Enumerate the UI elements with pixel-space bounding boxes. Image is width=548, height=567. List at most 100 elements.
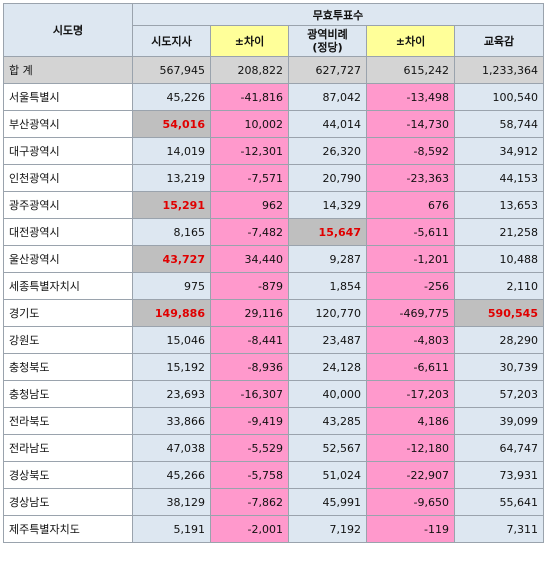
proportional-cell[interactable]: 23,487 [288, 326, 367, 354]
proportional-cell[interactable]: 1,854 [288, 272, 367, 300]
superintendent-cell[interactable]: 57,203 [454, 380, 544, 408]
diff-2-cell[interactable]: -9,650 [366, 488, 455, 516]
proportional-cell[interactable]: 9,287 [288, 245, 367, 273]
governor-cell[interactable]: 975 [132, 272, 211, 300]
superintendent-cell[interactable]: 10,488 [454, 245, 544, 273]
superintendent-cell[interactable]: 1,233,364 [454, 56, 544, 84]
governor-cell[interactable]: 33,866 [132, 407, 211, 435]
header-region[interactable]: 시도명 [3, 3, 133, 57]
proportional-cell[interactable]: 14,329 [288, 191, 367, 219]
region-name-cell[interactable]: 부산광역시 [3, 110, 133, 138]
superintendent-cell[interactable]: 21,258 [454, 218, 544, 246]
diff-2-cell[interactable]: -6,611 [366, 353, 455, 381]
superintendent-cell[interactable]: 34,912 [454, 137, 544, 165]
proportional-cell[interactable]: 20,790 [288, 164, 367, 192]
header-diff-1[interactable]: ±차이 [210, 25, 289, 57]
governor-cell[interactable]: 23,693 [132, 380, 211, 408]
region-name-cell[interactable]: 인천광역시 [3, 164, 133, 192]
diff-2-cell[interactable]: 615,242 [366, 56, 455, 84]
region-name-cell[interactable]: 경상북도 [3, 461, 133, 489]
governor-cell[interactable]: 45,266 [132, 461, 211, 489]
diff-2-cell[interactable]: -17,203 [366, 380, 455, 408]
superintendent-cell[interactable]: 64,747 [454, 434, 544, 462]
superintendent-cell[interactable]: 100,540 [454, 83, 544, 111]
governor-cell[interactable]: 15,046 [132, 326, 211, 354]
diff-2-cell[interactable]: -4,803 [366, 326, 455, 354]
superintendent-cell[interactable]: 44,153 [454, 164, 544, 192]
diff-2-cell[interactable]: 676 [366, 191, 455, 219]
superintendent-cell[interactable]: 58,744 [454, 110, 544, 138]
header-proportional[interactable]: 광역비례 (정당) [288, 25, 367, 57]
governor-cell[interactable]: 45,226 [132, 83, 211, 111]
governor-cell[interactable]: 47,038 [132, 434, 211, 462]
proportional-cell[interactable]: 43,285 [288, 407, 367, 435]
diff-1-cell[interactable]: 10,002 [210, 110, 289, 138]
diff-1-cell[interactable]: 208,822 [210, 56, 289, 84]
governor-cell[interactable]: 13,219 [132, 164, 211, 192]
header-invalid-votes[interactable]: 무효투표수 [132, 3, 544, 26]
diff-1-cell[interactable]: 34,440 [210, 245, 289, 273]
governor-cell[interactable]: 54,016 [132, 110, 211, 138]
governor-cell[interactable]: 149,886 [132, 299, 211, 327]
governor-cell[interactable]: 38,129 [132, 488, 211, 516]
region-name-cell[interactable]: 합 계 [3, 56, 133, 84]
superintendent-cell[interactable]: 28,290 [454, 326, 544, 354]
superintendent-cell[interactable]: 73,931 [454, 461, 544, 489]
superintendent-cell[interactable]: 55,641 [454, 488, 544, 516]
diff-1-cell[interactable]: -7,862 [210, 488, 289, 516]
diff-1-cell[interactable]: -41,816 [210, 83, 289, 111]
region-name-cell[interactable]: 대전광역시 [3, 218, 133, 246]
proportional-cell[interactable]: 24,128 [288, 353, 367, 381]
region-name-cell[interactable]: 전라남도 [3, 434, 133, 462]
superintendent-cell[interactable]: 7,311 [454, 515, 544, 543]
region-name-cell[interactable]: 울산광역시 [3, 245, 133, 273]
region-name-cell[interactable]: 제주특별자치도 [3, 515, 133, 543]
diff-2-cell[interactable]: -8,592 [366, 137, 455, 165]
diff-1-cell[interactable]: -8,441 [210, 326, 289, 354]
governor-cell[interactable]: 15,291 [132, 191, 211, 219]
region-name-cell[interactable]: 세종특별자치시 [3, 272, 133, 300]
diff-1-cell[interactable]: -5,529 [210, 434, 289, 462]
proportional-cell[interactable]: 45,991 [288, 488, 367, 516]
superintendent-cell[interactable]: 30,739 [454, 353, 544, 381]
region-name-cell[interactable]: 강원도 [3, 326, 133, 354]
diff-2-cell[interactable]: -469,775 [366, 299, 455, 327]
diff-1-cell[interactable]: -5,758 [210, 461, 289, 489]
proportional-cell[interactable]: 52,567 [288, 434, 367, 462]
diff-2-cell[interactable]: -1,201 [366, 245, 455, 273]
diff-1-cell[interactable]: -16,307 [210, 380, 289, 408]
diff-2-cell[interactable]: -12,180 [366, 434, 455, 462]
proportional-cell[interactable]: 87,042 [288, 83, 367, 111]
region-name-cell[interactable]: 대구광역시 [3, 137, 133, 165]
diff-2-cell[interactable]: -14,730 [366, 110, 455, 138]
proportional-cell[interactable]: 627,727 [288, 56, 367, 84]
region-name-cell[interactable]: 서울특별시 [3, 83, 133, 111]
proportional-cell[interactable]: 120,770 [288, 299, 367, 327]
header-superintendent[interactable]: 교육감 [454, 25, 544, 57]
diff-2-cell[interactable]: -23,363 [366, 164, 455, 192]
diff-2-cell[interactable]: -13,498 [366, 83, 455, 111]
governor-cell[interactable]: 5,191 [132, 515, 211, 543]
diff-1-cell[interactable]: -2,001 [210, 515, 289, 543]
proportional-cell[interactable]: 51,024 [288, 461, 367, 489]
superintendent-cell[interactable]: 13,653 [454, 191, 544, 219]
governor-cell[interactable]: 15,192 [132, 353, 211, 381]
diff-1-cell[interactable]: 962 [210, 191, 289, 219]
region-name-cell[interactable]: 전라북도 [3, 407, 133, 435]
proportional-cell[interactable]: 15,647 [288, 218, 367, 246]
region-name-cell[interactable]: 경상남도 [3, 488, 133, 516]
region-name-cell[interactable]: 경기도 [3, 299, 133, 327]
superintendent-cell[interactable]: 39,099 [454, 407, 544, 435]
governor-cell[interactable]: 14,019 [132, 137, 211, 165]
diff-2-cell[interactable]: -22,907 [366, 461, 455, 489]
diff-2-cell[interactable]: -119 [366, 515, 455, 543]
diff-1-cell[interactable]: 29,116 [210, 299, 289, 327]
superintendent-cell[interactable]: 2,110 [454, 272, 544, 300]
governor-cell[interactable]: 8,165 [132, 218, 211, 246]
diff-1-cell[interactable]: -879 [210, 272, 289, 300]
diff-1-cell[interactable]: -12,301 [210, 137, 289, 165]
proportional-cell[interactable]: 40,000 [288, 380, 367, 408]
diff-1-cell[interactable]: -7,482 [210, 218, 289, 246]
region-name-cell[interactable]: 광주광역시 [3, 191, 133, 219]
proportional-cell[interactable]: 7,192 [288, 515, 367, 543]
